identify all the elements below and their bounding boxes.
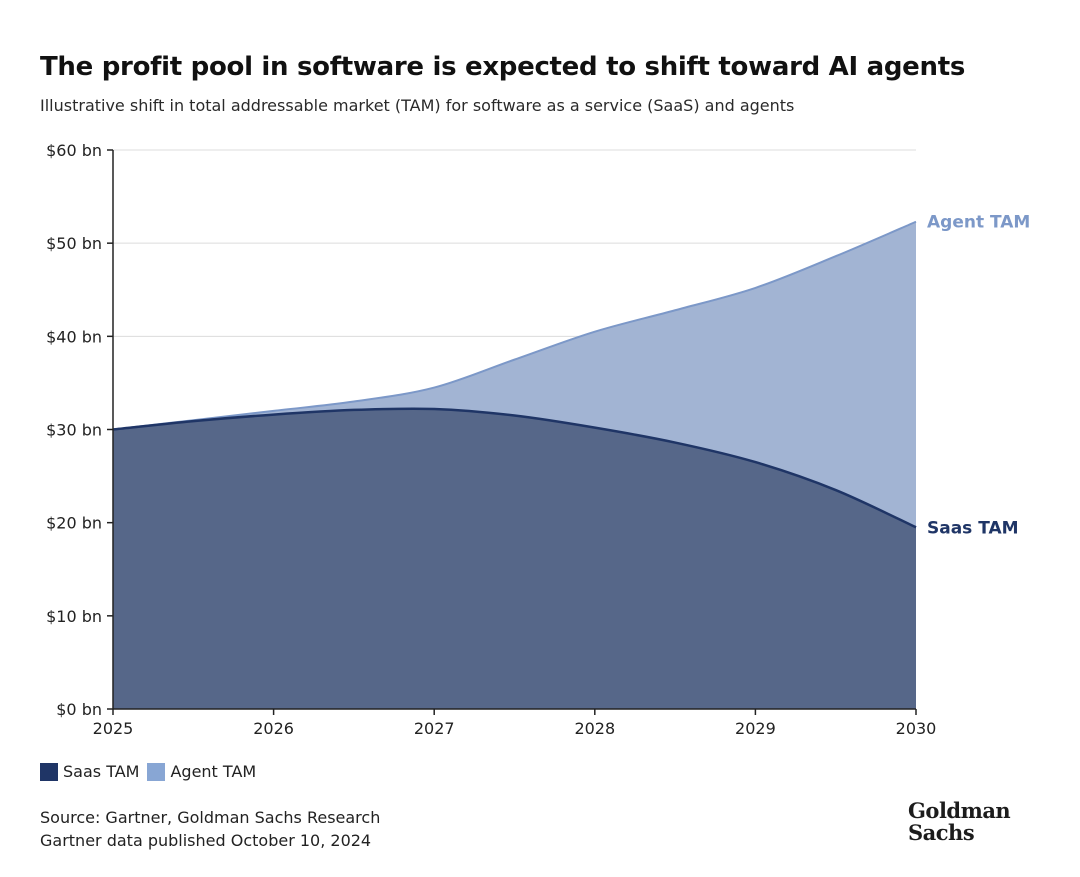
y-tick-label: $60 bn <box>46 141 102 160</box>
chart-subtitle: Illustrative shift in total addressable … <box>40 96 795 115</box>
legend: Saas TAM Agent TAM <box>40 762 264 781</box>
y-tick-label: $30 bn <box>46 421 102 440</box>
y-tick-label: $20 bn <box>46 514 102 533</box>
legend-swatch-saas <box>40 762 58 781</box>
source-note: Source: Gartner, Goldman Sachs Research … <box>40 806 380 852</box>
legend-item-agent: Agent TAM <box>147 762 256 781</box>
logo-line-1: Goldman <box>908 798 1011 823</box>
y-tick-label: $0 bn <box>56 700 102 719</box>
legend-swatch-agent <box>147 762 166 781</box>
legend-label-saas: Saas TAM <box>63 762 140 781</box>
source-line: Source: Gartner, Goldman Sachs Research <box>40 808 381 827</box>
x-tick-label: 2028 <box>574 719 615 738</box>
agent-tam-end-label: Agent TAM <box>927 213 1030 233</box>
area-series <box>112 220 917 709</box>
x-tick-label: 2029 <box>735 719 776 738</box>
y-tick-label: $40 bn <box>46 327 102 346</box>
source-date-line: Gartner data published October 10, 2024 <box>40 831 372 850</box>
saas-tam-area <box>113 408 916 709</box>
chart-title: The profit pool in software is expected … <box>40 52 966 82</box>
y-axis-tick-labels: $0 bn $10 bn $20 bn $30 bn $40 bn $50 bn $60 b… <box>46 141 113 719</box>
agent-tam-line <box>112 220 917 431</box>
legend-item-saas: Saas TAM <box>40 762 139 781</box>
saas-tam-end-label: Saas TAM <box>927 518 1019 538</box>
x-axis-tick-labels: 2025 2026 2027 2028 2029 2030 <box>93 709 937 738</box>
x-tick-label: 2025 <box>93 719 134 738</box>
y-tick-label: $50 bn <box>46 234 102 253</box>
x-tick-label: 2027 <box>414 719 455 738</box>
saas-tam-line <box>112 407 917 529</box>
series-end-labels: Saas TAM Agent TAM <box>927 213 1030 539</box>
logo-line-2: Sachs <box>908 820 975 845</box>
x-tick-label: 2030 <box>896 719 937 738</box>
legend-label-agent: Agent TAM <box>170 762 257 781</box>
x-tick-label: 2026 <box>253 719 294 738</box>
y-tick-label: $10 bn <box>46 607 102 626</box>
goldman-sachs-logo: Goldman Sachs <box>908 798 1011 845</box>
